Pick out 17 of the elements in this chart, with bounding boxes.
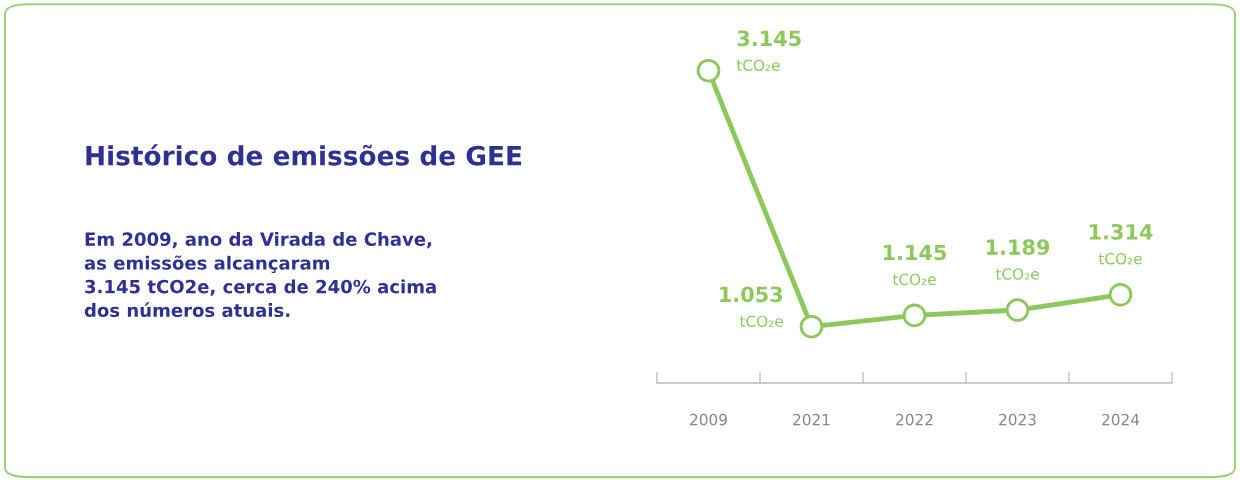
point xyxy=(1108,282,1133,307)
x-tick-label: 2024 xyxy=(1102,413,1140,426)
point xyxy=(902,303,927,328)
x-tick-label: 2022 xyxy=(896,413,933,426)
data-label: 1.189 tCO₂e xyxy=(986,239,1050,280)
x-tick-label: 2021 xyxy=(793,413,830,426)
x-tick-label: 2009 xyxy=(690,413,727,426)
point xyxy=(1005,298,1030,322)
data-label: 1.314 tCO₂e xyxy=(1089,223,1153,265)
point xyxy=(696,58,721,83)
text: Em 2009, ano da Virada de Chave, as emissões alcançaram 3.145 tCO2e, cerca de 240% acima dos números atuais. xyxy=(84,232,436,318)
data-label: 3.145 tCO₂e xyxy=(736,30,801,71)
text: Histórico de emissões de GEE xyxy=(86,144,522,166)
x-tick-label: 2023 xyxy=(999,413,1036,426)
data-label: 1.145 tCO₂e xyxy=(883,244,946,286)
point xyxy=(799,314,824,339)
data-label: 1.053 tCO₂e xyxy=(720,286,783,327)
